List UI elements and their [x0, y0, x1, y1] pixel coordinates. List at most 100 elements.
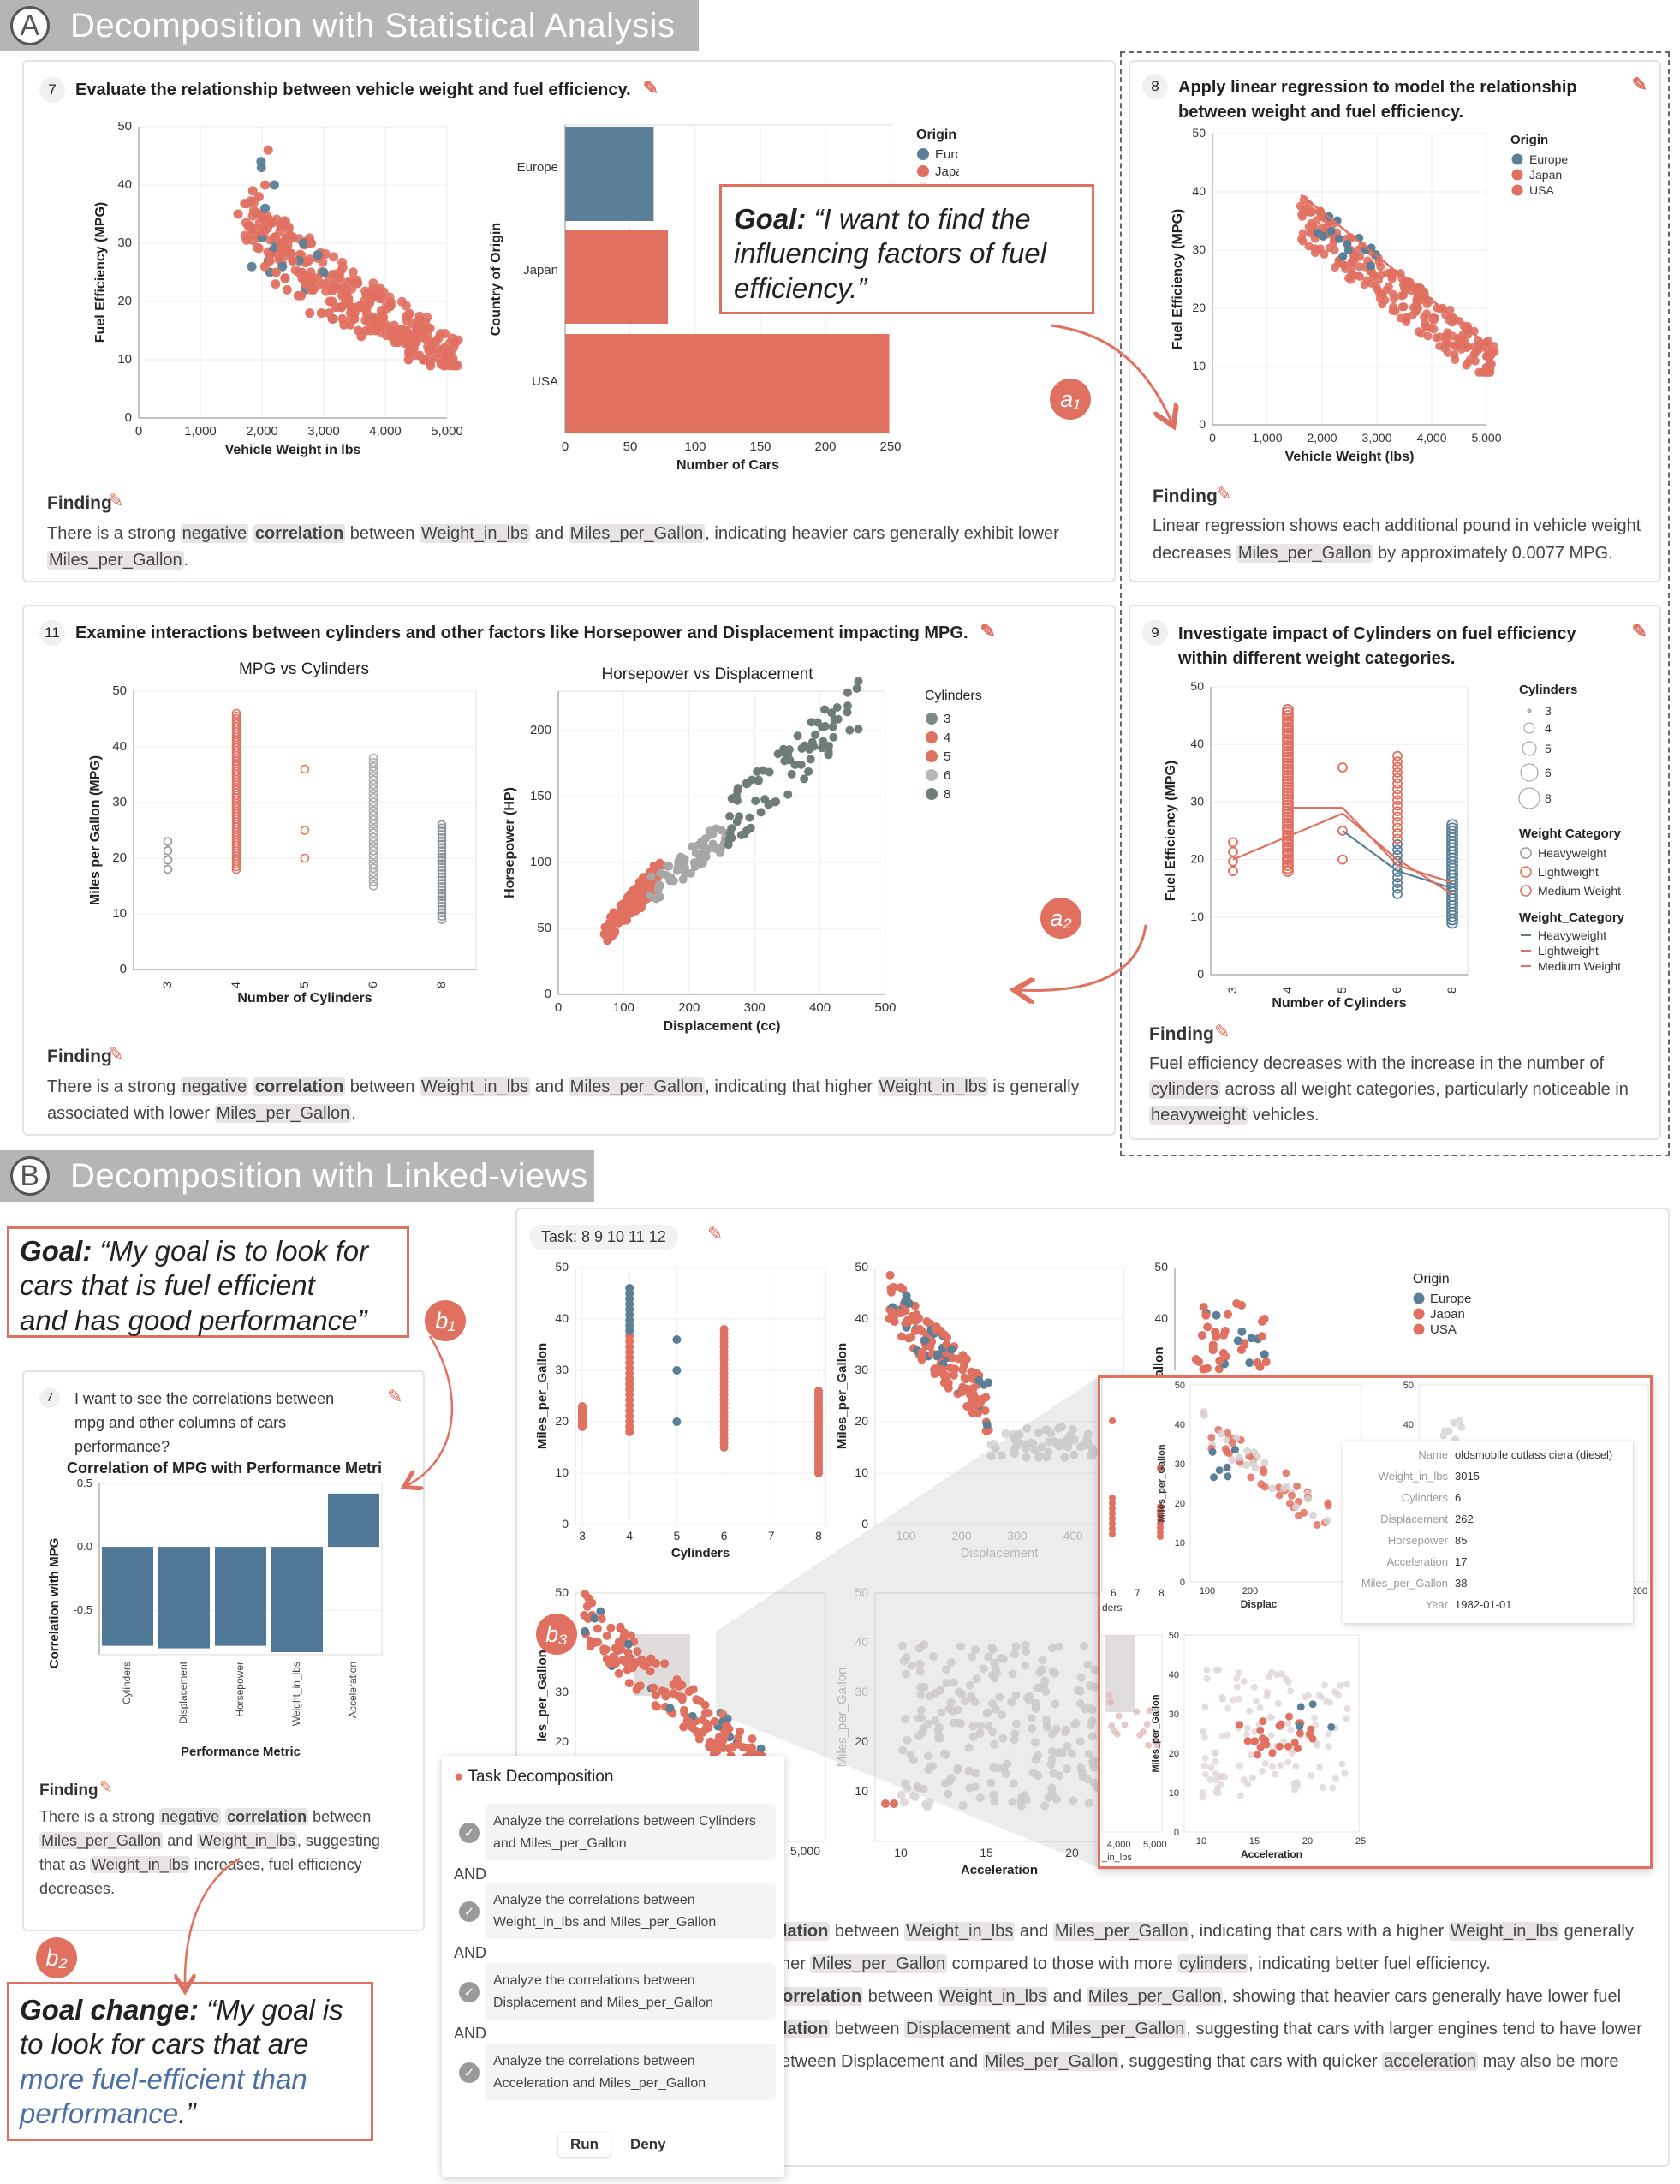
finding-edit-pencil-icon[interactable]: ✎	[108, 490, 124, 511]
data-point	[606, 1623, 616, 1632]
highlight-token[interactable]: Weight_in_lbs	[937, 1987, 1049, 2006]
data-point	[1207, 1433, 1216, 1441]
run-button[interactable]: Run	[558, 2133, 611, 2157]
data-point	[1296, 1722, 1304, 1731]
cylinder-point	[1282, 761, 1294, 773]
highlight-token[interactable]: Weight_in_lbs	[1448, 1922, 1560, 1941]
faded-point	[1010, 1445, 1019, 1454]
section-a-banner: A Decomposition with Statistical Analysi…	[0, 0, 699, 51]
highlight-token[interactable]: Miles_per_Gallon	[568, 1077, 706, 1096]
highlight-token[interactable]: Weight_in_lbs	[877, 1077, 988, 1096]
finding-edit-pencil-icon[interactable]: ✎	[1214, 1021, 1230, 1042]
highlight-token[interactable]: acceleration	[1382, 2052, 1479, 2071]
faded-point	[1211, 1749, 1218, 1757]
cyl8-point	[742, 779, 751, 789]
y-tick-label: 50	[112, 683, 127, 698]
check-icon[interactable]: ✓	[459, 1982, 480, 2002]
faded-point	[991, 1662, 1000, 1672]
highlight-token[interactable]: Miles_per_Gallon	[1052, 1922, 1190, 1941]
highlight-token[interactable]: Displacement	[904, 2020, 1012, 2038]
check-icon[interactable]: ✓	[459, 1823, 480, 1843]
highlight-token[interactable]: heavyweight	[1149, 1106, 1248, 1125]
data-point	[1212, 1332, 1221, 1341]
highlight-token[interactable]: correlation	[225, 1808, 309, 1825]
faded-point	[965, 1783, 974, 1793]
y-tick-label: 0.0	[77, 1540, 92, 1553]
finding-edit-pencil-icon[interactable]: ✎	[99, 1779, 113, 1797]
edit-pencil-icon[interactable]: ✎	[387, 1386, 403, 1407]
data-point	[885, 1270, 895, 1280]
faded-point	[1028, 1724, 1037, 1733]
highlight-token[interactable]: Miles_per_Gallon	[982, 2052, 1120, 2071]
point-usa	[259, 261, 270, 272]
task-card-8[interactable]	[1129, 60, 1661, 582]
cyl8-point	[818, 722, 827, 731]
cyl8-point	[827, 708, 837, 718]
subtask-box[interactable]: Analyze the correlations between Weight_i…	[485, 1883, 776, 1939]
cylinder-point	[1228, 837, 1238, 848]
section-a-letter: A	[10, 6, 50, 45]
data-point	[646, 1667, 655, 1676]
edit-pencil-icon[interactable]: ✎	[642, 77, 659, 98]
highlight-token[interactable]: negative	[180, 524, 249, 543]
highlight-token[interactable]: cylinders	[1149, 1080, 1220, 1099]
cyl8-point	[724, 835, 734, 844]
goal-text-3: and has good performance”	[20, 1304, 367, 1336]
deny-button[interactable]: Deny	[630, 2136, 666, 2152]
highlight-token[interactable]: Weight_in_lbs	[197, 1831, 297, 1849]
point-usa	[349, 313, 360, 324]
subtask-box[interactable]: Analyze the correlations between Displace…	[485, 1963, 776, 2020]
check-icon[interactable]: ✓	[459, 1901, 480, 1922]
finding-edit-pencil-icon[interactable]: ✎	[108, 1043, 124, 1065]
highlight-token[interactable]: correlation	[253, 524, 346, 543]
highlight-token[interactable]: lation	[781, 2020, 831, 2038]
faded-point	[1054, 1441, 1063, 1451]
highlight-token[interactable]: Weight_in_lbs	[419, 1077, 531, 1096]
cylinder-point	[437, 908, 447, 918]
check-icon[interactable]: ✓	[459, 2062, 480, 2083]
highlight-token[interactable]: Miles_per_Gallon	[1049, 2020, 1187, 2038]
highlight-token[interactable]: correlation	[253, 1077, 346, 1096]
edit-pencil-icon[interactable]: ✎	[980, 620, 996, 641]
usa-point	[345, 276, 355, 286]
x-axis-label: Displacement	[961, 1546, 1040, 1560]
highlight-token[interactable]: negative	[159, 1808, 222, 1825]
point-japan	[253, 192, 264, 202]
subtask-box[interactable]: Analyze the correlations between Accelera…	[485, 2044, 776, 2100]
highlight-token[interactable]: Miles_per_Gallon	[568, 524, 706, 543]
finding-fragment: compared to those with more	[947, 1954, 1178, 1973]
subtask-box[interactable]: Analyze the correlations between Cylinde…	[485, 1804, 776, 1860]
edit-pencil-icon[interactable]: ✎	[1631, 620, 1647, 641]
cylinder-point	[1392, 811, 1403, 822]
data-point	[1208, 1344, 1218, 1353]
task-chip[interactable]: Task: 8 9 10 11 12	[529, 1225, 678, 1250]
highlight-token[interactable]: Miles_per_Gallon	[1086, 1987, 1224, 2006]
highlight-token[interactable]: Miles_per_Gallon	[39, 1831, 164, 1849]
faded-point	[1008, 1669, 1017, 1679]
highlight-token[interactable]: orrelation	[781, 1987, 864, 2006]
x-axis-label: Number of Cylinders	[237, 991, 372, 1005]
cyl8-point	[756, 808, 766, 817]
task-card-9[interactable]	[1129, 605, 1661, 1140]
faded-point	[982, 1709, 992, 1718]
task-chip-edit-icon[interactable]: ✎	[707, 1223, 724, 1244]
y-tick-label: 50	[1403, 1381, 1414, 1391]
highlight-token[interactable]: negative	[180, 1077, 249, 1096]
highlight-token[interactable]: lation	[781, 1922, 831, 1941]
task-card-11[interactable]	[22, 605, 1116, 1136]
finding-edit-pencil-icon[interactable]: ✎	[1216, 483, 1232, 504]
faded-point	[1090, 1682, 1099, 1692]
highlight-token[interactable]: Miles_per_Gallon	[1236, 544, 1373, 563]
y-tick-label: 30	[855, 1363, 868, 1376]
highlight-token[interactable]: Weight_in_lbs	[904, 1922, 1016, 1941]
task-11-header: 11 Examine interactions between cylinder…	[39, 620, 996, 646]
highlight-token[interactable]: Miles_per_Gallon	[47, 551, 184, 570]
faded-point	[1341, 1769, 1349, 1777]
highlight-token[interactable]: cylinders	[1177, 1954, 1249, 1973]
edit-pencil-icon[interactable]: ✎	[1631, 74, 1647, 95]
highlight-token[interactable]: Miles_per_Gallon	[810, 1954, 948, 1973]
highlight-token[interactable]: Miles_per_Gallon	[214, 1104, 352, 1123]
data-point	[718, 1743, 728, 1752]
highlight-token[interactable]: Weight_in_lbs	[90, 1855, 190, 1873]
highlight-token[interactable]: Weight_in_lbs	[419, 524, 531, 543]
